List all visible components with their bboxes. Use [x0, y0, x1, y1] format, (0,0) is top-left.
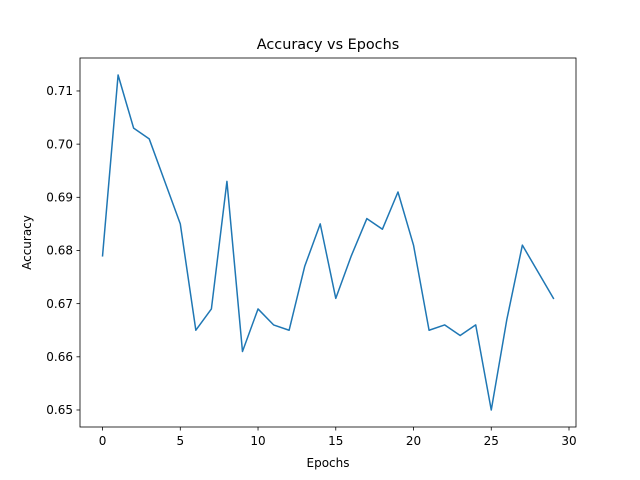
x-axis-ticks: 0 5 10 15 20 25 30: [99, 427, 577, 448]
x-tick-label: 30: [561, 434, 576, 448]
accuracy-series-line: [101, 74, 555, 411]
series-layer: [101, 74, 555, 411]
x-tick-label: 20: [406, 434, 421, 448]
plot-area-frame: [79, 57, 577, 428]
x-tick-label: 25: [484, 434, 499, 448]
y-tick-label: 0.71: [46, 84, 73, 98]
y-tick-label: 0.67: [46, 297, 73, 311]
x-axis-label: Epochs: [307, 456, 350, 470]
y-tick-label: 0.65: [46, 403, 73, 417]
x-tick-label: 0: [99, 434, 107, 448]
x-tick-label: 10: [250, 434, 265, 448]
y-tick-label: 0.66: [46, 350, 73, 364]
y-tick-label: 0.70: [46, 137, 73, 151]
y-tick-label: 0.69: [46, 191, 73, 205]
y-tick-label: 0.68: [46, 244, 73, 258]
y-axis-ticks: 0.65 0.66 0.67 0.68 0.69 0.70 0.71: [46, 84, 80, 417]
y-axis-label: Accuracy: [20, 215, 34, 270]
x-tick-label: 15: [328, 434, 343, 448]
chart-title: Accuracy vs Epochs: [257, 37, 399, 53]
x-tick-label: 5: [176, 434, 184, 448]
